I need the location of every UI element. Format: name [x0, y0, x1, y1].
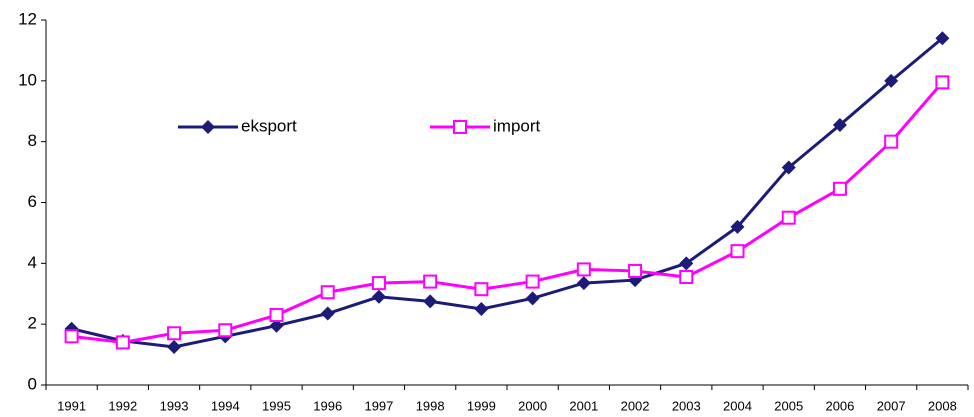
x-tick-label: 2007 [877, 398, 906, 413]
x-tick-label: 2002 [621, 398, 650, 413]
legend-label: import [493, 116, 541, 135]
data-point [884, 73, 899, 88]
data-point [64, 329, 79, 344]
data-point [423, 274, 438, 289]
data-point [371, 276, 386, 291]
data-point [576, 276, 591, 291]
data-point [679, 256, 694, 271]
x-tick-label: 2006 [825, 398, 854, 413]
x-tick-label: 2000 [518, 398, 547, 413]
x-tick-label: 1995 [262, 398, 291, 413]
data-point [269, 308, 284, 323]
data-point [474, 301, 489, 316]
data-point [781, 210, 796, 225]
data-point [167, 326, 182, 341]
data-point [525, 274, 540, 289]
legend-label: eksport [241, 116, 297, 135]
data-point [474, 282, 489, 297]
data-point [832, 117, 847, 132]
x-tick-label: 1994 [211, 398, 240, 413]
data-point [781, 160, 796, 175]
data-point [115, 335, 130, 350]
data-point [884, 134, 899, 149]
data-point [576, 262, 591, 277]
x-tick-label: 1992 [108, 398, 137, 413]
data-point [730, 219, 745, 234]
x-tick-label: 1997 [364, 398, 393, 413]
x-tick-label: 2008 [928, 398, 957, 413]
data-point [730, 244, 745, 259]
data-point [320, 285, 335, 300]
data-point [320, 306, 335, 321]
data-point [218, 323, 233, 338]
data-point [167, 339, 182, 354]
x-tick-label: 1998 [416, 398, 445, 413]
data-point [628, 263, 643, 278]
data-point [525, 291, 540, 306]
x-tick-label: 2004 [723, 398, 752, 413]
x-tick-label: 1996 [313, 398, 342, 413]
y-tick-label: 12 [18, 9, 37, 28]
series-line [71, 37, 944, 349]
x-tick-label: 1999 [467, 398, 496, 413]
x-tick-label: 2001 [569, 398, 598, 413]
data-point [935, 75, 950, 90]
data-point [935, 31, 950, 46]
data-point [423, 294, 438, 309]
x-tick-label: 1993 [160, 398, 189, 413]
data-point [679, 270, 694, 285]
x-tick-label: 2005 [774, 398, 803, 413]
y-tick-label: 2 [28, 314, 37, 333]
y-tick-label: 4 [28, 253, 37, 272]
x-tick-label: 1991 [57, 398, 86, 413]
data-point [371, 289, 386, 304]
legend-marker [201, 120, 215, 134]
y-tick-label: 8 [28, 131, 37, 150]
y-tick-label: 0 [28, 374, 37, 393]
legend-marker [453, 120, 467, 134]
series-line [71, 81, 944, 344]
data-point [832, 181, 847, 196]
data-point [269, 318, 284, 333]
y-tick-label: 10 [18, 70, 37, 89]
x-tick-label: 2003 [672, 398, 701, 413]
y-tick-label: 6 [28, 192, 37, 211]
